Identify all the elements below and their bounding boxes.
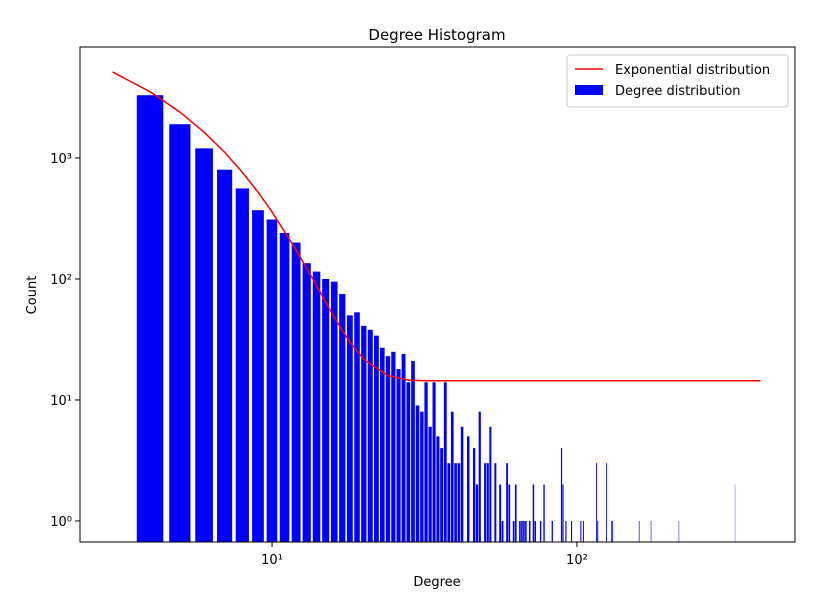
bar xyxy=(236,188,249,542)
bar xyxy=(380,348,385,542)
y-tick-label: 10³ xyxy=(50,152,72,167)
bar xyxy=(535,521,536,542)
bar xyxy=(499,485,501,542)
legend-swatch xyxy=(575,85,603,95)
bar xyxy=(391,352,395,542)
bar xyxy=(137,95,164,542)
bar xyxy=(479,412,481,542)
bar xyxy=(402,354,406,542)
bar xyxy=(596,463,597,542)
bar xyxy=(571,521,572,542)
y-tick-label: 10⁰ xyxy=(50,515,72,530)
bar xyxy=(597,521,598,542)
bar xyxy=(533,485,534,542)
y-axis-label: Count xyxy=(25,276,40,315)
bar xyxy=(506,463,508,542)
bar xyxy=(580,521,581,542)
y-tick-label: 10¹ xyxy=(50,394,72,409)
bar xyxy=(454,463,457,542)
bar xyxy=(420,412,423,542)
bar xyxy=(639,521,640,542)
bar xyxy=(313,272,321,542)
bar xyxy=(525,521,527,542)
bar xyxy=(411,361,415,542)
legend-label: Exponential distribution xyxy=(615,63,770,78)
bar xyxy=(521,521,523,542)
x-axis-label: Degree xyxy=(413,575,460,590)
bar xyxy=(267,219,278,542)
x-tick-label: 10¹ xyxy=(261,553,283,568)
bar xyxy=(169,124,190,542)
bar xyxy=(416,405,420,542)
bar xyxy=(473,448,475,542)
bar xyxy=(429,427,432,542)
bar xyxy=(502,521,504,542)
bar xyxy=(552,521,553,542)
bar xyxy=(440,448,443,542)
bar xyxy=(303,263,311,542)
bar xyxy=(444,382,447,542)
bar xyxy=(347,315,353,542)
bar xyxy=(562,485,563,542)
bar xyxy=(484,463,486,542)
bar xyxy=(487,463,489,542)
bar xyxy=(292,243,301,542)
bar xyxy=(368,330,373,542)
bar xyxy=(519,521,521,542)
bar xyxy=(508,485,510,542)
bar xyxy=(217,170,232,542)
legend-label: Degree distribution xyxy=(615,84,741,99)
y-tick-label: 10² xyxy=(50,273,72,288)
bar xyxy=(515,485,517,542)
bar xyxy=(433,382,436,542)
bar xyxy=(612,521,613,542)
bar xyxy=(397,369,401,542)
bar xyxy=(458,463,461,542)
bar xyxy=(252,210,264,542)
bar xyxy=(611,521,612,542)
bar xyxy=(543,485,544,542)
bar xyxy=(451,412,454,542)
bar xyxy=(606,463,607,542)
bar xyxy=(461,427,464,542)
bar xyxy=(424,382,427,542)
bar xyxy=(651,521,652,542)
bar xyxy=(280,233,290,542)
bar xyxy=(447,463,450,542)
bar xyxy=(476,485,478,542)
bar xyxy=(489,427,491,542)
bar xyxy=(354,312,360,542)
bar xyxy=(195,148,213,542)
bar xyxy=(322,279,329,542)
bar xyxy=(467,436,469,542)
bar xyxy=(386,356,390,542)
bar xyxy=(561,448,562,542)
bar xyxy=(583,521,584,542)
bar xyxy=(494,463,496,542)
bar xyxy=(436,436,439,542)
x-tick-label: 10² xyxy=(566,553,588,568)
bar xyxy=(565,521,566,542)
bar xyxy=(529,521,531,542)
bar xyxy=(513,521,515,542)
chart-title: Degree Histogram xyxy=(368,26,505,44)
bar xyxy=(523,521,525,542)
bar xyxy=(540,521,541,542)
bar xyxy=(406,382,410,542)
